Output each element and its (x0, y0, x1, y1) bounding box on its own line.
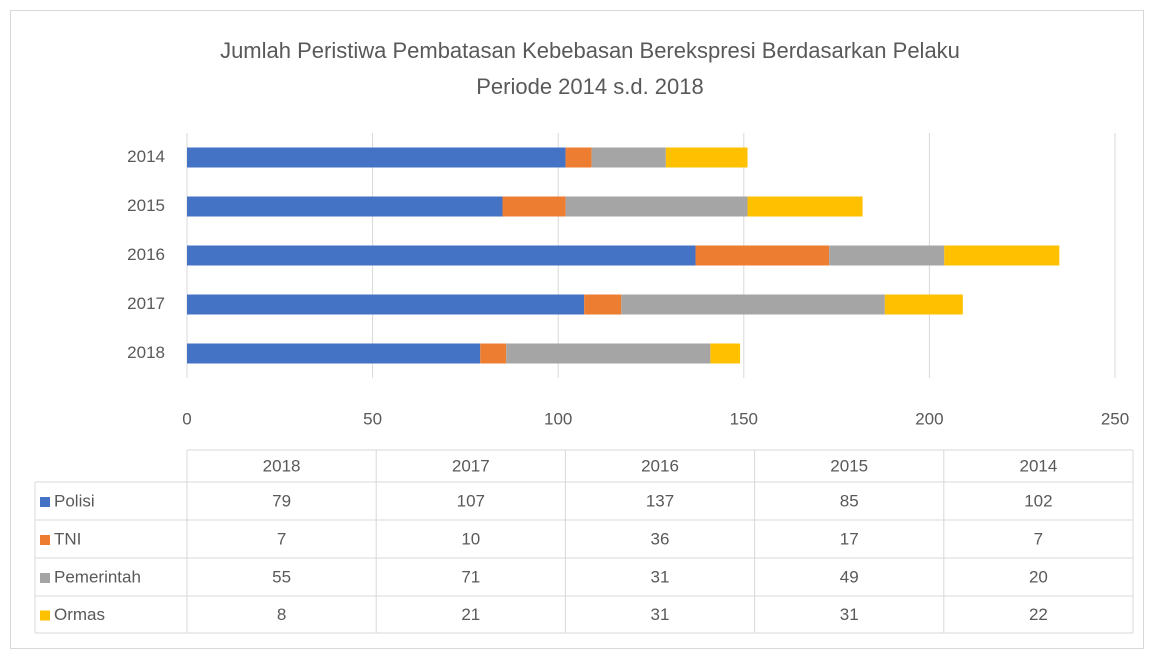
table-cell: 17 (840, 529, 859, 548)
bar-segment (884, 294, 963, 315)
table-header: 2017 (452, 456, 490, 475)
y-tick-label: 2014 (127, 147, 165, 166)
bar-segment (187, 196, 503, 217)
bar-segment (480, 343, 507, 364)
table-cell: 8 (277, 605, 286, 624)
table-cell: 31 (651, 567, 670, 586)
legend-label: Ormas (54, 605, 105, 624)
x-tick-label: 50 (363, 409, 382, 428)
table-cell: 31 (840, 605, 859, 624)
table-cell: 102 (1024, 491, 1052, 510)
legend-label: TNI (54, 529, 81, 548)
x-tick-label: 0 (182, 409, 191, 428)
table-cell: 137 (646, 491, 674, 510)
bar-segment (565, 147, 592, 168)
x-tick-label: 250 (1101, 409, 1129, 428)
legend-swatch (40, 497, 50, 507)
bar-segment (187, 245, 696, 266)
bar-segment (187, 147, 566, 168)
legend-swatch (40, 535, 50, 545)
table-cell: 7 (277, 529, 286, 548)
y-tick-label: 2018 (127, 343, 165, 362)
legend-label: Polisi (54, 491, 95, 510)
bar-segment (695, 245, 830, 266)
table-cell: 20 (1029, 567, 1048, 586)
table-header: 2018 (263, 456, 301, 475)
table-cell: 85 (840, 491, 859, 510)
bar-segment (584, 294, 622, 315)
chart-title: Periode 2014 s.d. 2018 (476, 74, 704, 99)
table-header: 2015 (830, 456, 868, 475)
table-cell: 107 (457, 491, 485, 510)
x-tick-label: 100 (544, 409, 572, 428)
legend-swatch (40, 610, 50, 621)
table-header: 2016 (641, 456, 679, 475)
y-tick-label: 2015 (127, 196, 165, 215)
table-cell: 49 (840, 567, 859, 586)
bar-segment (591, 147, 666, 168)
x-tick-label: 200 (915, 409, 943, 428)
table-cell: 10 (461, 529, 480, 548)
table-cell: 31 (651, 605, 670, 624)
table-cell: 79 (272, 491, 291, 510)
y-tick-label: 2016 (127, 245, 165, 264)
bar-segment (187, 294, 585, 315)
x-tick-label: 150 (730, 409, 758, 428)
table-cell: 71 (461, 567, 480, 586)
bar-segment (829, 245, 945, 266)
table-cell: 7 (1034, 529, 1043, 548)
bar-segment (665, 147, 748, 168)
table-cell: 36 (651, 529, 670, 548)
table-cell: 55 (272, 567, 291, 586)
chart-title: Jumlah Peristiwa Pembatasan Kebebasan Be… (220, 38, 960, 63)
bar-segment (944, 245, 1060, 266)
y-tick-label: 2017 (127, 294, 165, 313)
chart-border (10, 10, 1144, 649)
legend-swatch (40, 573, 50, 583)
bar-segment (187, 343, 481, 364)
bar-segment (565, 196, 748, 217)
table-cell: 22 (1029, 605, 1048, 624)
bar-segment (710, 343, 741, 364)
bar-segment (747, 196, 863, 217)
bar-segment (621, 294, 885, 315)
legend-label: Pemerintah (54, 567, 141, 586)
table-cell: 21 (461, 605, 480, 624)
table-header: 2014 (1019, 456, 1057, 475)
bar-segment (502, 196, 566, 217)
bar-segment (506, 343, 711, 364)
